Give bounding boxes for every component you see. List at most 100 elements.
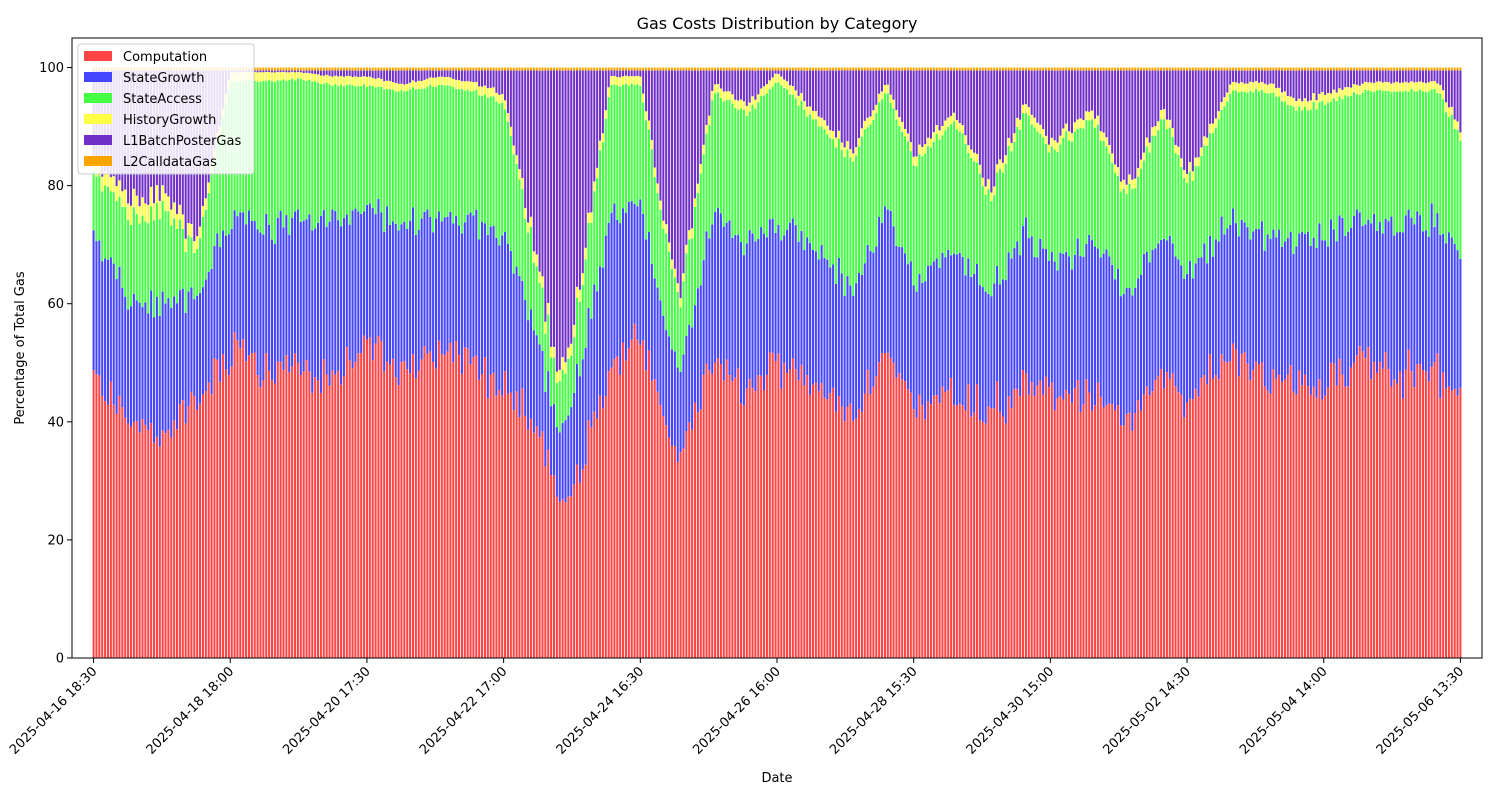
- bar-l1batchpostergas-154: [535, 70, 538, 255]
- bar-stategrowth-272: [875, 246, 878, 377]
- legend-frame: [77, 43, 255, 175]
- bar-computation-256: [829, 392, 832, 658]
- bar-historygrowth-228: [748, 102, 751, 112]
- bar-computation-350: [1099, 396, 1102, 658]
- bar-stategrowth-287: [918, 273, 921, 395]
- bar-stategrowth-317: [1004, 280, 1007, 424]
- bar-l1batchpostergas-230: [754, 70, 757, 100]
- bar-l2calldatagas-329: [1039, 67, 1042, 71]
- bar-stategrowth-126: [455, 216, 458, 341]
- bar-l1batchpostergas-182: [616, 70, 619, 77]
- bar-stateaccess-20: [150, 206, 153, 291]
- bar-stategrowth-94: [363, 211, 366, 336]
- bar-stategrowth-107: [400, 224, 403, 363]
- bar-l1batchpostergas-149: [521, 70, 524, 178]
- bar-computation-136: [483, 357, 486, 658]
- bar-stategrowth-306: [973, 273, 976, 413]
- bar-historygrowth-242: [788, 85, 791, 95]
- bar-historygrowth-59: [262, 72, 265, 81]
- bar-computation-11: [124, 417, 127, 658]
- bar-stategrowth-161: [555, 427, 558, 497]
- bar-historygrowth-33: [187, 223, 190, 236]
- bar-l2calldatagas-75: [308, 67, 311, 71]
- bar-stateaccess-333: [1050, 146, 1053, 253]
- bar-stateaccess-12: [127, 220, 130, 310]
- bar-historygrowth-254: [823, 120, 826, 130]
- bar-stategrowth-434: [1341, 217, 1344, 375]
- bar-stategrowth-194: [650, 263, 653, 381]
- bar-l1batchpostergas-70: [293, 70, 297, 73]
- bar-stateaccess-402: [1249, 90, 1252, 240]
- bar-l2calldatagas-153: [532, 67, 535, 71]
- bar-l2calldatagas-331: [1045, 67, 1048, 71]
- bar-computation-148: [518, 417, 521, 658]
- bar-stategrowth-274: [880, 222, 884, 353]
- bar-stateaccess-374: [1168, 127, 1171, 236]
- bar-computation-359: [1125, 413, 1128, 658]
- bar-computation-473: [1453, 388, 1456, 658]
- bar-l2calldatagas-83: [331, 67, 334, 71]
- bar-computation-293: [935, 395, 938, 658]
- bar-stateaccess-329: [1039, 133, 1042, 239]
- bar-historygrowth-303: [964, 135, 967, 144]
- bar-l2calldatagas-138: [489, 67, 492, 71]
- bar-stateaccess-448: [1381, 90, 1384, 234]
- bar-computation-418: [1295, 394, 1298, 658]
- bar-stategrowth-131: [469, 212, 472, 365]
- bar-stateaccess-317: [1004, 163, 1007, 281]
- bar-l2calldatagas-461: [1419, 67, 1422, 71]
- bar-computation-347: [1091, 410, 1094, 658]
- bar-l1batchpostergas-444: [1370, 70, 1373, 83]
- bar-l2calldatagas-350: [1099, 67, 1102, 71]
- bar-l2calldatagas-451: [1390, 67, 1393, 71]
- bar-l1batchpostergas-85: [337, 70, 340, 77]
- bar-l1batchpostergas-79: [319, 70, 322, 76]
- bar-stateaccess-186: [627, 85, 630, 203]
- bar-l2calldatagas-172: [587, 67, 590, 71]
- bar-l1batchpostergas-349: [1096, 70, 1099, 116]
- bar-computation-36: [196, 409, 199, 658]
- bar-l2calldatagas-295: [941, 67, 944, 71]
- bar-stategrowth-298: [950, 255, 953, 378]
- bar-l1batchpostergas-105: [394, 70, 397, 83]
- bar-computation-247: [803, 385, 806, 658]
- bar-historygrowth-323: [1021, 104, 1025, 114]
- bar-l1batchpostergas-146: [512, 70, 515, 146]
- bar-stategrowth-75: [308, 214, 311, 372]
- bar-l1batchpostergas-469: [1442, 70, 1445, 91]
- bar-l1batchpostergas-346: [1088, 70, 1091, 112]
- bar-computation-90: [351, 368, 354, 658]
- bar-stateaccess-183: [619, 86, 622, 224]
- bar-computation-398: [1237, 376, 1240, 658]
- bar-historygrowth-346: [1088, 111, 1091, 121]
- bar-historygrowth-92: [357, 77, 360, 87]
- bar-stategrowth-200: [668, 336, 671, 438]
- bar-historygrowth-9: [118, 180, 121, 197]
- bar-stategrowth-233: [763, 233, 766, 391]
- bar-l2calldatagas-306: [973, 67, 976, 71]
- bar-computation-360: [1128, 412, 1131, 658]
- bar-stateaccess-61: [268, 80, 271, 225]
- bar-historygrowth-17: [141, 197, 144, 216]
- bar-stategrowth-54: [247, 210, 250, 356]
- bar-stateaccess-386: [1203, 145, 1206, 244]
- bar-l2calldatagas-362: [1134, 67, 1137, 71]
- bar-stategrowth-125: [452, 223, 455, 363]
- bar-historygrowth-156: [541, 276, 544, 288]
- bar-l1batchpostergas-143: [504, 70, 507, 101]
- bar-stategrowth-463: [1424, 230, 1427, 372]
- bar-stategrowth-293: [935, 258, 938, 395]
- bar-stategrowth-132: [472, 215, 475, 358]
- bar-stateaccess-16: [138, 223, 141, 303]
- bar-l2calldatagas-145: [509, 67, 512, 71]
- bar-stategrowth-17: [141, 306, 144, 420]
- bar-l1batchpostergas-278: [892, 70, 895, 100]
- bar-computation-308: [978, 420, 981, 658]
- bar-historygrowth-475: [1459, 132, 1462, 141]
- bar-l1batchpostergas-475: [1459, 70, 1462, 133]
- bar-stategrowth-252: [817, 259, 820, 392]
- bar-l2calldatagas-271: [872, 67, 875, 71]
- bar-computation-274: [880, 352, 884, 658]
- bar-historygrowth-391: [1217, 111, 1220, 120]
- bar-l1batchpostergas-192: [645, 70, 648, 112]
